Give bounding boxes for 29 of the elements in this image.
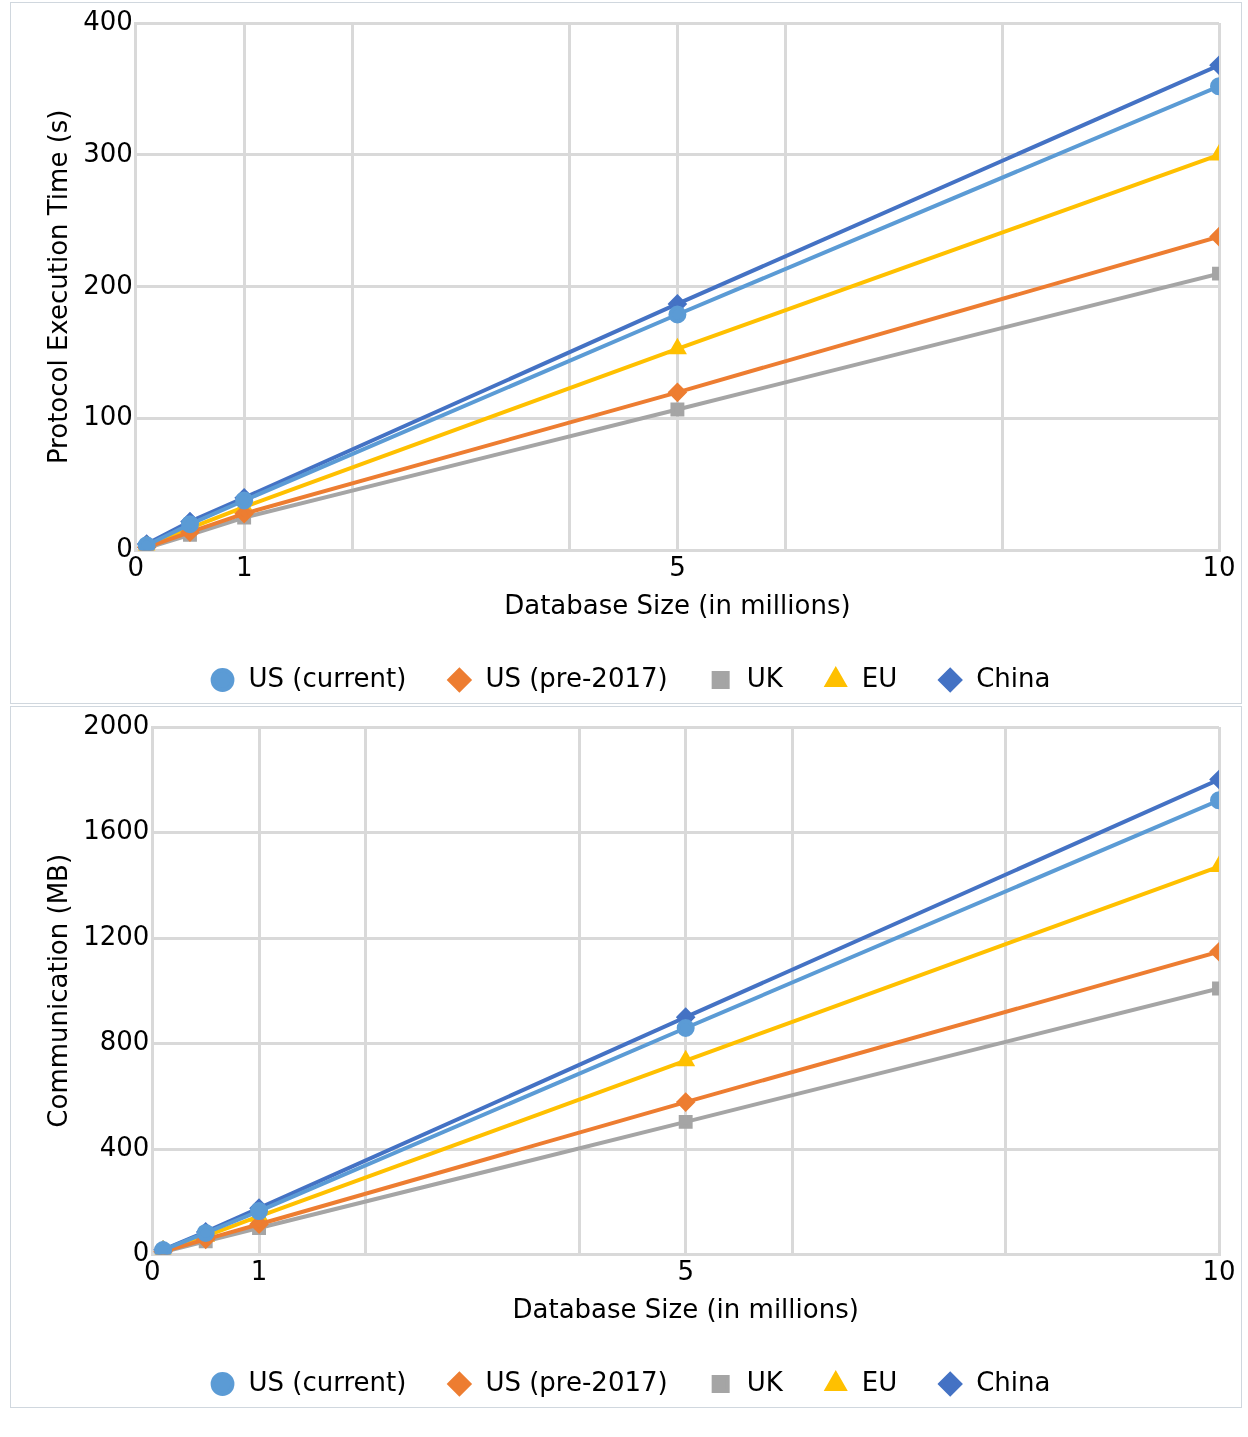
x-tick-label: 5 [669,551,686,582]
legend-label: EU [861,1366,898,1397]
legend-label: China [976,662,1051,693]
legend-label: UK [746,662,784,693]
y-tick-label: 200 [83,269,133,300]
x-tick-label: 10 [1202,551,1236,582]
legend-label: US (current) [248,662,407,693]
legend-label: EU [861,662,898,693]
y-tick-label: 300 [83,137,133,168]
y-tick-label: 1200 [83,920,150,951]
y-tick-label: 100 [83,401,133,432]
y-axis-title: Protocol Execution Time (s) [43,109,74,465]
x-tick-label: 5 [677,1255,694,1286]
y-tick-label: 2000 [83,709,150,740]
x-axis-title: Database Size (in millions) [512,1294,859,1325]
x-tick-label: 10 [1202,1255,1236,1286]
legend-label: US (pre-2017) [485,1366,668,1397]
legend-label: US (current) [248,1366,407,1397]
legend-label: US (pre-2017) [485,662,668,693]
y-axis-title: Communication (MB) [43,853,74,1128]
y-tick-label: 400 [99,1131,150,1162]
legend-label: China [976,1366,1051,1397]
y-tick-label: 400 [83,5,133,36]
y-tick-label: 1600 [83,815,150,846]
x-tick-label: 1 [250,1255,268,1286]
x-tick-label: 1 [235,551,253,582]
y-tick-label: 800 [99,1026,150,1057]
legend-label: UK [746,1366,784,1397]
x-axis-title: Database Size (in millions) [504,590,851,621]
